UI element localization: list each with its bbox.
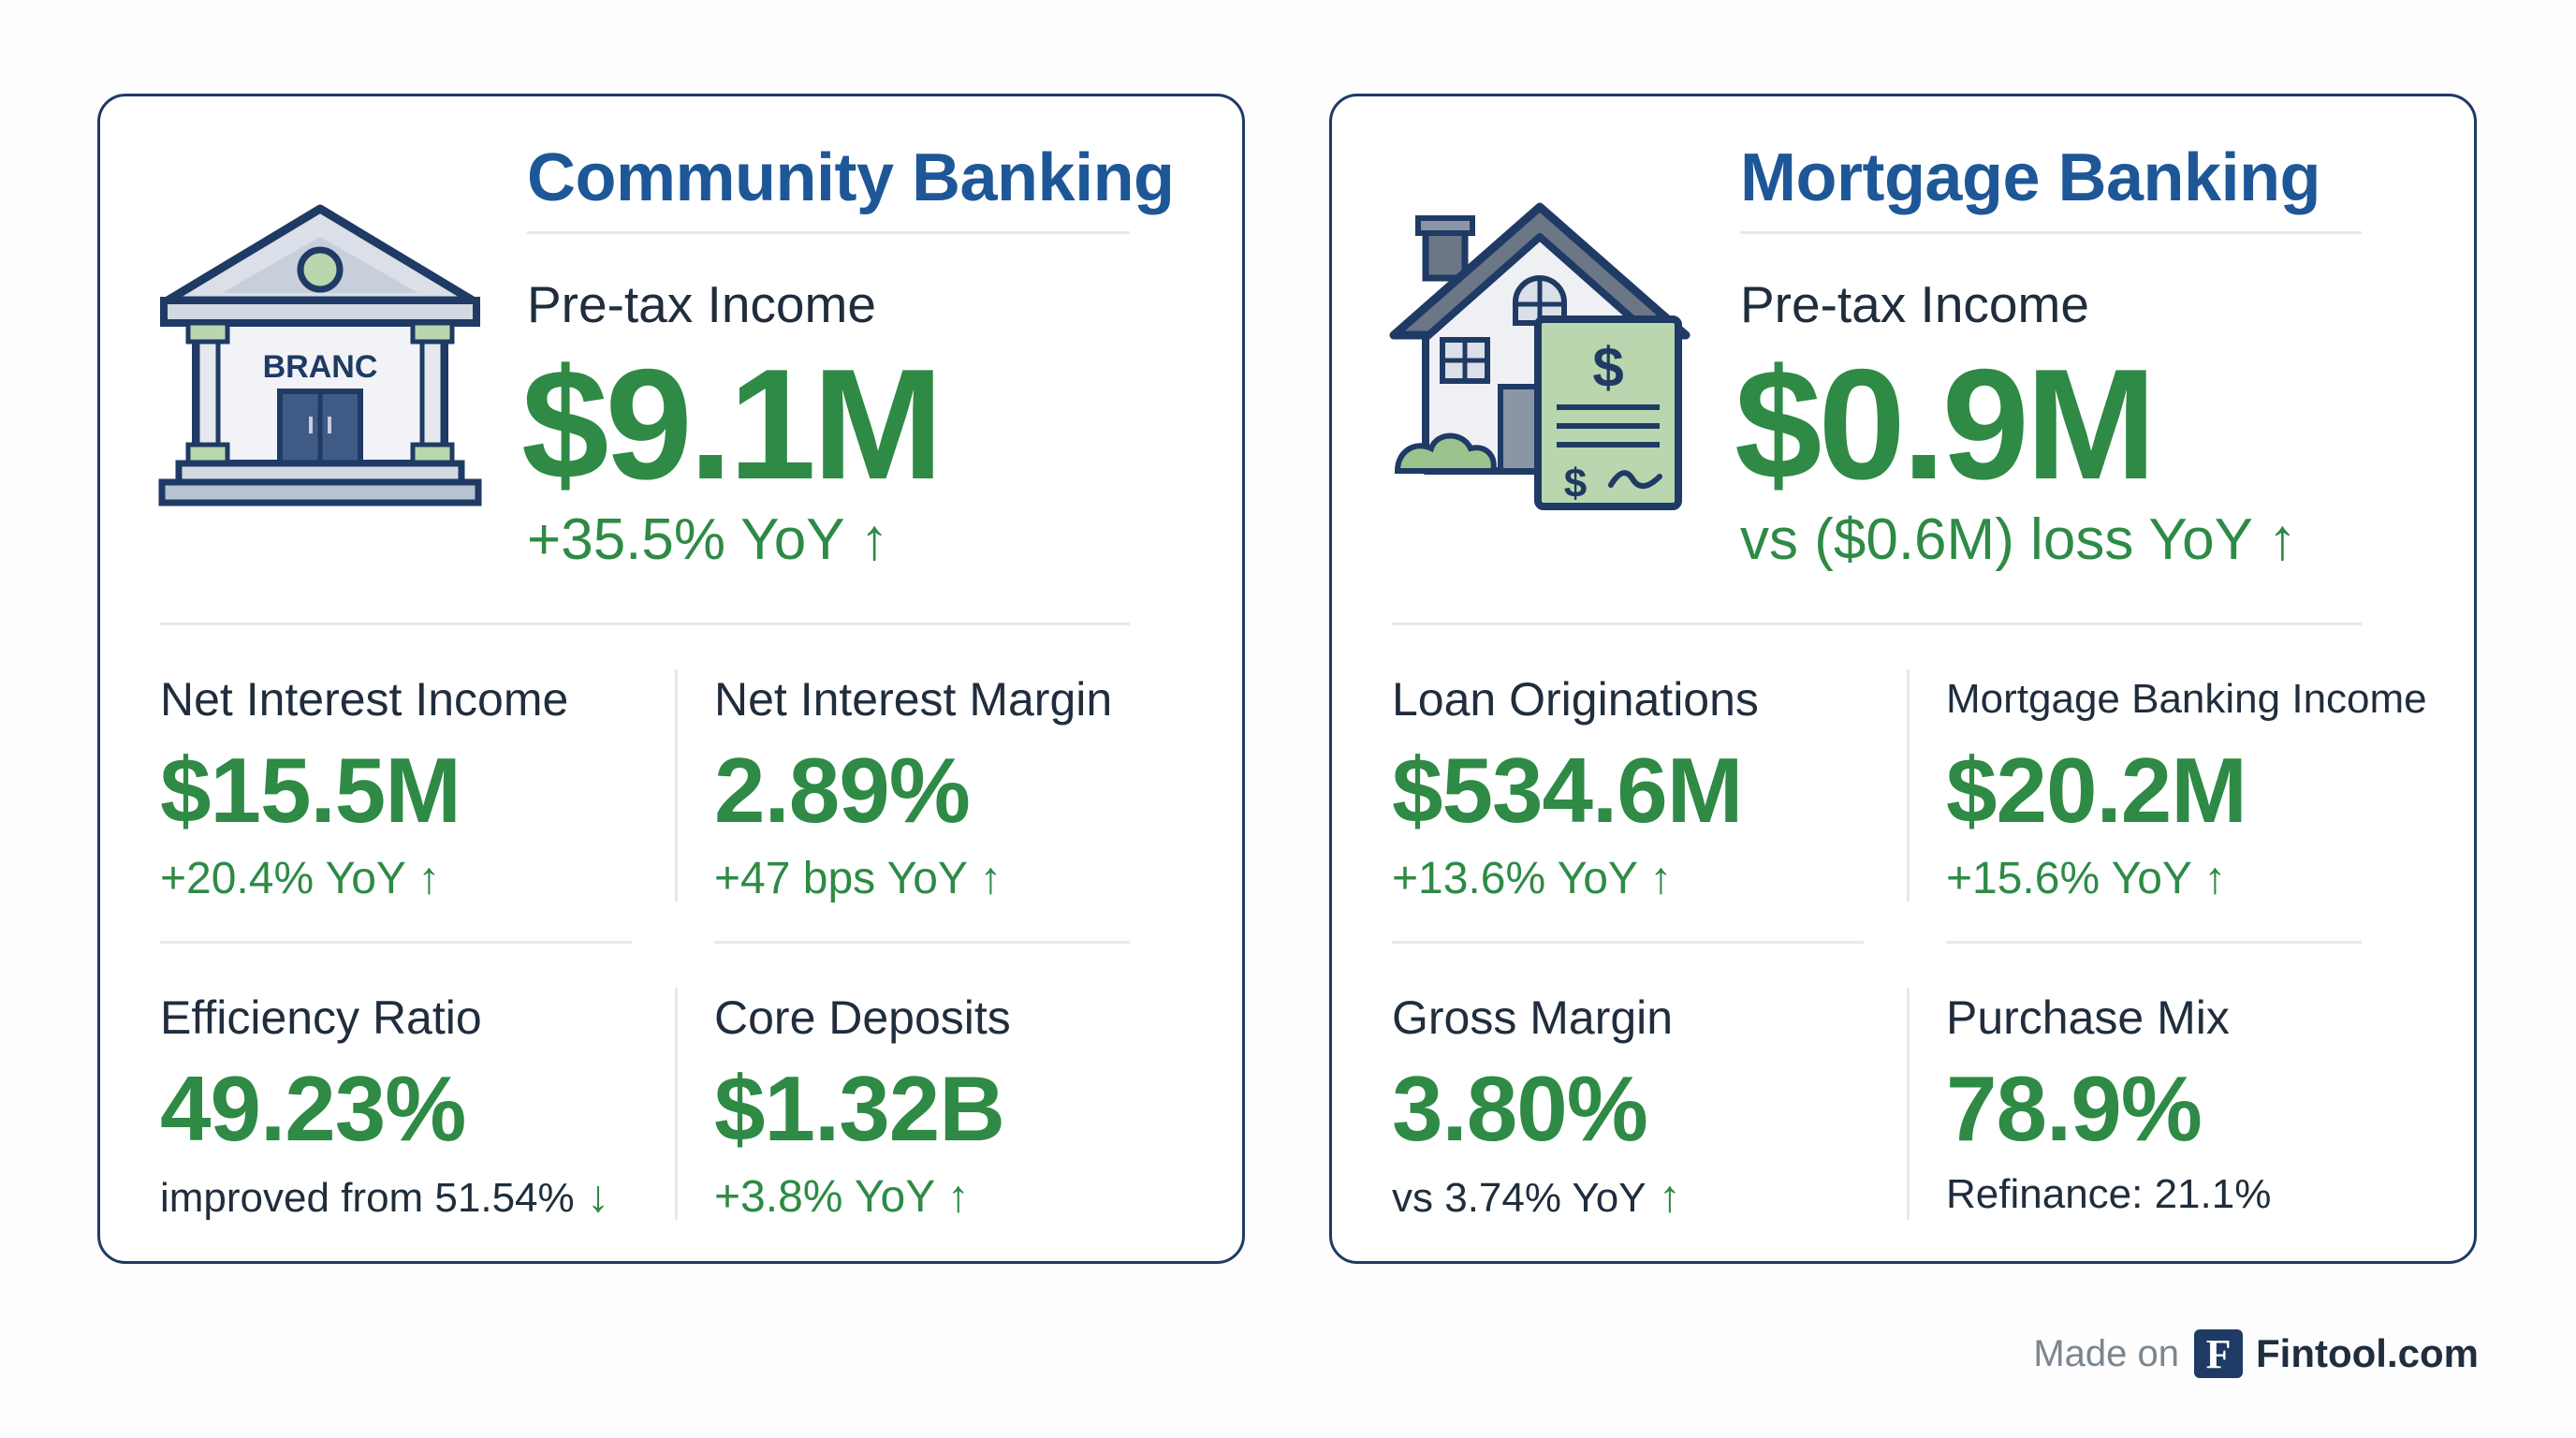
divider (675, 669, 678, 902)
hero-change: +35.5% YoY ↑ (527, 506, 889, 573)
hero-change: vs ($0.6M) loss YoY ↑ (1740, 506, 2297, 573)
footer-brand-link[interactable]: Fintool.com (2256, 1331, 2479, 1375)
divider (1946, 941, 2362, 944)
hero-label: Pre-tax Income (527, 275, 876, 333)
footer-attribution[interactable]: Made on F Fintool.com (2033, 1326, 2479, 1382)
metric-change-text: +20.4% YoY (160, 854, 406, 903)
divider (714, 941, 1130, 944)
metric-change: +47 bps YoY ↑ (714, 853, 1220, 904)
arrow-up-icon: ↑ (1649, 854, 1673, 903)
arrow-up-icon: ↑ (417, 854, 441, 903)
metric-value: $15.5M (160, 739, 461, 842)
footer-made-on: Made on (2033, 1332, 2180, 1374)
card-title: Mortgage Banking (1740, 140, 2321, 215)
metric-label: Loan Originations (1392, 673, 1759, 726)
divider (527, 231, 1130, 234)
metric-change: +13.6% YoY ↑ (1392, 853, 1897, 904)
svg-text:$: $ (1564, 461, 1587, 506)
metric-change-text: +15.6% YoY (1946, 854, 2192, 903)
metric-mortgage-banking-income: Mortgage Banking Income $20.2M +15.6% Yo… (1946, 669, 2452, 904)
divider (1392, 941, 1864, 944)
metric-change-text: Refinance: 21.1% (1946, 1171, 2272, 1217)
metric-change: improved from 51.54% ↓ (160, 1171, 666, 1223)
metric-value: $1.32B (714, 1057, 1005, 1160)
metric-efficiency-ratio: Efficiency Ratio 49.23% improved from 51… (160, 988, 666, 1223)
house-document-icon: $ $ (1389, 202, 1690, 510)
divider (1907, 988, 1910, 1220)
mortgage-banking-card: $ $ Mortgage Banking Pre-tax Income $0.9… (1329, 94, 2477, 1264)
community-banking-card: BRANC Community Banking Pre-tax Income $… (97, 94, 1245, 1264)
metric-change-text: vs 3.74% YoY (1392, 1175, 1647, 1221)
metric-net-interest-margin: Net Interest Margin 2.89% +47 bps YoY ↑ (714, 669, 1220, 904)
metric-value: 2.89% (714, 739, 971, 842)
svg-text:$: $ (1592, 336, 1623, 399)
metric-change: +20.4% YoY ↑ (160, 853, 666, 904)
metric-label: Mortgage Banking Income (1946, 676, 2427, 722)
metric-change: +3.8% YoY ↑ (714, 1171, 1220, 1223)
metric-change-text: +3.8% YoY (714, 1172, 935, 1222)
metric-net-interest-income: Net Interest Income $15.5M +20.4% YoY ↑ (160, 669, 666, 904)
metric-change-text: improved from 51.54% (160, 1175, 575, 1221)
metric-label: Core Deposits (714, 991, 1011, 1044)
metric-purchase-mix: Purchase Mix 78.9% Refinance: 21.1% (1946, 988, 2452, 1218)
arrow-up-icon: ↑ (979, 854, 1003, 903)
metric-value: $534.6M (1392, 739, 1743, 842)
metric-value: 49.23% (160, 1057, 466, 1160)
metric-core-deposits: Core Deposits $1.32B +3.8% YoY ↑ (714, 988, 1220, 1223)
metric-label: Gross Margin (1392, 991, 1674, 1044)
metric-label: Net Interest Income (160, 673, 569, 726)
metric-gross-margin: Gross Margin 3.80% vs 3.74% YoY ↑ (1392, 988, 1897, 1223)
metric-change-text: +13.6% YoY (1392, 854, 1638, 903)
hero-value: $0.9M (1734, 336, 2157, 512)
metric-value: 78.9% (1946, 1057, 2203, 1160)
metric-label: Purchase Mix (1946, 991, 2230, 1044)
metric-value: $20.2M (1946, 739, 2247, 842)
arrow-up-icon: ↑ (946, 1172, 970, 1222)
arrow-up-icon: ↑ (2203, 854, 2227, 903)
arrow-up-icon: ↑ (859, 507, 889, 572)
hero-label: Pre-tax Income (1740, 275, 2089, 333)
fintool-logo-icon: F (2194, 1329, 2244, 1378)
metric-change-text: +47 bps YoY (714, 854, 968, 903)
metric-change: vs 3.74% YoY ↑ (1392, 1171, 1897, 1223)
arrow-up-icon: ↑ (2268, 507, 2298, 572)
divider (675, 988, 678, 1220)
hero-change-text: vs ($0.6M) loss YoY (1740, 507, 2252, 572)
metric-loan-originations: Loan Originations $534.6M +13.6% YoY ↑ (1392, 669, 1897, 904)
arrow-up-icon: ↑ (1658, 1172, 1681, 1222)
divider (1907, 669, 1910, 902)
divider (160, 623, 1130, 625)
metric-value: 3.80% (1392, 1057, 1648, 1160)
divider (1740, 231, 2362, 234)
metric-change: +15.6% YoY ↑ (1946, 853, 2452, 904)
divider (160, 941, 632, 944)
metric-label: Efficiency Ratio (160, 991, 482, 1044)
card-title: Community Banking (527, 140, 1175, 215)
building-sign: BRANC (263, 349, 378, 385)
metric-label: Net Interest Margin (714, 673, 1113, 726)
hero-change-text: +35.5% YoY (527, 507, 844, 572)
divider (1392, 623, 2362, 625)
hero-value: $9.1M (521, 336, 944, 512)
arrow-down-icon: ↓ (587, 1172, 609, 1222)
bank-building-icon: BRANC (158, 204, 482, 506)
